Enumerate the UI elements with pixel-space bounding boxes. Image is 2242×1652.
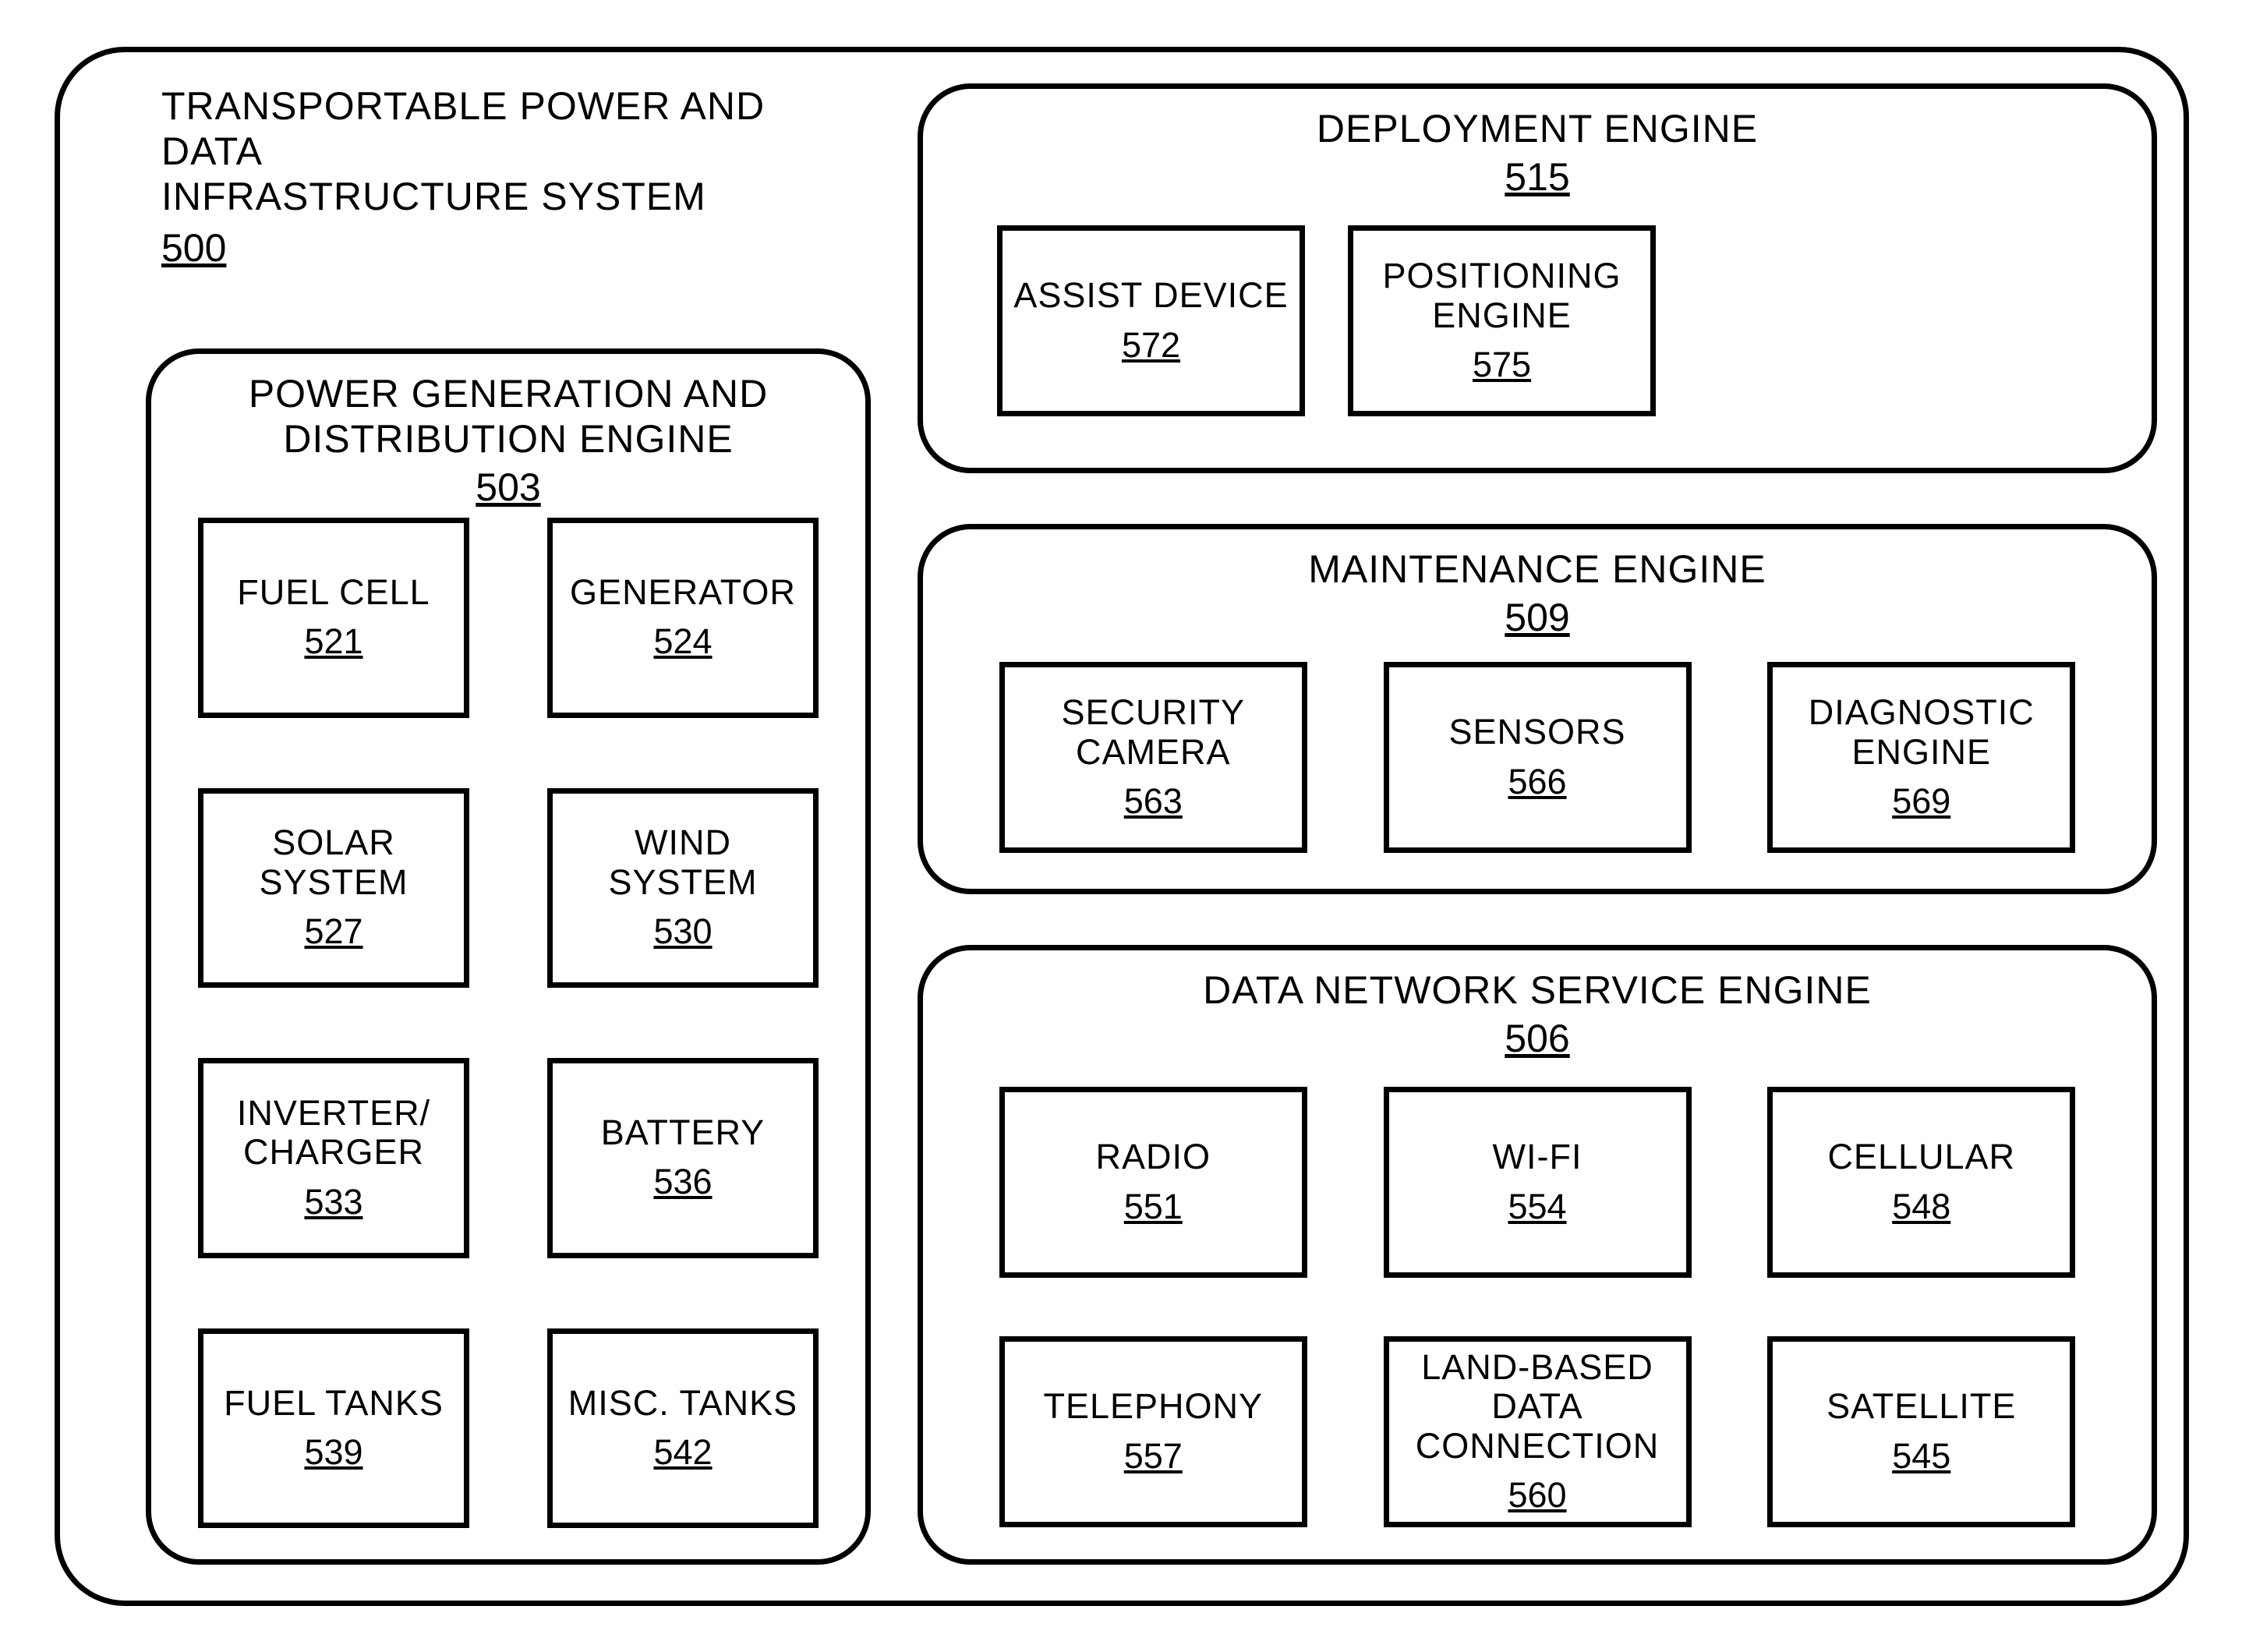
box-label: CHARGER [243,1133,424,1172]
power-engine-ref: 503 [476,465,540,510]
data-network-engine: DATA NETWORK SERVICE ENGINE 506 RADIO 551… [918,945,2157,1565]
box-ref: 545 [1892,1436,1950,1477]
box-label: CELLULAR [1827,1137,2015,1176]
box-label: SENSORS [1448,713,1625,752]
box-label: ASSIST DEVICE [1013,276,1288,315]
box-label: SYSTEM [608,863,757,902]
box-cellular: CELLULAR 548 [1767,1087,2075,1278]
box-ref: 569 [1892,781,1950,822]
box-battery: BATTERY 536 [547,1058,819,1258]
box-ref: 560 [1508,1475,1566,1516]
data-network-engine-title: DATA NETWORK SERVICE ENGINE [923,967,2152,1013]
maintenance-engine: MAINTENANCE ENGINE 509 SECURITYCAMERA 563… [918,524,2157,894]
box-solar-system: SOLARSYSTEM 527 [198,788,469,989]
box-ref: 563 [1124,781,1183,822]
box-satellite: SATELLITE 545 [1767,1336,2075,1527]
box-label: SOLAR [272,823,395,862]
box-label: BATTERY [601,1113,765,1152]
box-land-based: LAND-BASEDDATACONNECTION 560 [1384,1336,1692,1527]
box-label: POSITIONING [1382,256,1621,295]
box-misc-tanks: MISC. TANKS 542 [547,1328,819,1529]
box-label: SECURITY [1061,693,1245,732]
box-label: FUEL TANKS [224,1384,444,1423]
box-security-camera: SECURITYCAMERA 563 [999,662,1307,853]
data-network-boxes: RADIO 551 WI-FI 554 CELLULAR 548 TELEPHONY 557 L… [923,1087,2152,1512]
box-label: LAND-BASED [1421,1348,1653,1387]
box-ref: 548 [1892,1187,1950,1227]
box-telephony: TELEPHONY 557 [999,1336,1307,1527]
maintenance-engine-header: MAINTENANCE ENGINE 509 [923,529,2152,640]
box-ref: 530 [653,911,712,952]
box-ref: 542 [653,1432,712,1473]
box-label: CONNECTION [1416,1427,1660,1466]
box-label: ENGINE [1851,733,1991,772]
box-sensors: SENSORS 566 [1384,662,1692,853]
box-label: WI-FI [1493,1137,1582,1176]
box-inverter-charger: INVERTER/CHARGER 533 [198,1058,469,1258]
box-fuel-tanks: FUEL TANKS 539 [198,1328,469,1529]
box-ref: 536 [653,1162,712,1202]
maintenance-boxes: SECURITYCAMERA 563 SENSORS 566 DIAGNOSTICENG… [923,662,2152,853]
system-title-line2: INFRASTRUCTURE SYSTEM [161,174,863,219]
box-label: GENERATOR [570,573,796,612]
system-container: TRANSPORTABLE POWER AND DATA INFRASTRUCT… [55,47,2189,1606]
box-ref: 527 [304,911,362,952]
box-ref: 551 [1124,1187,1183,1227]
box-ref: 557 [1124,1436,1183,1477]
box-label: ENGINE [1432,296,1572,335]
box-label: DIAGNOSTIC [1809,693,2035,732]
deployment-engine: DEPLOYMENT ENGINE 515 ASSIST DEVICE 572 PO… [918,83,2157,473]
box-ref: 572 [1122,325,1180,366]
deployment-boxes: ASSIST DEVICE 572 POSITIONINGENGINE 575 [997,225,1656,416]
power-boxes: FUEL CELL521GENERATOR524SOLARSYSTEM527WI… [151,518,865,1528]
box-label: WIND [635,823,731,862]
box-wind-system: WINDSYSTEM 530 [547,788,819,989]
deployment-engine-ref: 515 [1505,154,1569,200]
data-network-engine-header: DATA NETWORK SERVICE ENGINE 506 [923,950,2152,1061]
box-ref: 566 [1508,762,1566,802]
box-ref: 539 [304,1432,362,1473]
box-ref: 533 [304,1182,362,1222]
box-radio: RADIO 551 [999,1087,1307,1278]
maintenance-engine-ref: 509 [1505,595,1569,640]
system-ref: 500 [161,225,863,271]
power-engine-title-line1: POWER GENERATION AND [151,371,865,416]
box-assist-device: ASSIST DEVICE 572 [997,225,1305,416]
power-engine: POWER GENERATION AND DISTRIBUTION ENGINE… [146,348,871,1565]
box-ref: 554 [1508,1187,1566,1227]
box-ref: 524 [653,621,712,662]
system-title-block: TRANSPORTABLE POWER AND DATA INFRASTRUCT… [161,83,863,271]
system-title-line1: TRANSPORTABLE POWER AND DATA [161,83,863,174]
box-fuel-cell: FUEL CELL 521 [198,518,469,718]
box-ref: 521 [304,621,362,662]
box-wifi: WI-FI 554 [1384,1087,1692,1278]
box-label: MISC. TANKS [568,1384,797,1423]
power-engine-header: POWER GENERATION AND DISTRIBUTION ENGINE… [151,354,865,510]
box-label: CAMERA [1076,733,1231,772]
box-label: RADIO [1095,1137,1211,1176]
box-generator: GENERATOR 524 [547,518,819,718]
box-label: TELEPHONY [1043,1387,1263,1426]
data-network-engine-ref: 506 [1505,1016,1569,1061]
power-engine-title-line2: DISTRIBUTION ENGINE [151,416,865,462]
box-ref: 575 [1473,345,1531,385]
box-label: INVERTER/ [237,1094,430,1133]
box-label: FUEL CELL [237,573,430,612]
box-label: SATELLITE [1826,1387,2016,1426]
deployment-engine-header: DEPLOYMENT ENGINE 515 [923,89,2152,200]
deployment-engine-title: DEPLOYMENT ENGINE [923,106,2152,151]
box-positioning-engine: POSITIONINGENGINE 575 [1348,225,1656,416]
maintenance-engine-title: MAINTENANCE ENGINE [923,547,2152,592]
box-diagnostic-engine: DIAGNOSTICENGINE 569 [1767,662,2075,853]
box-label: DATA [1491,1387,1582,1426]
box-label: SYSTEM [259,863,408,902]
